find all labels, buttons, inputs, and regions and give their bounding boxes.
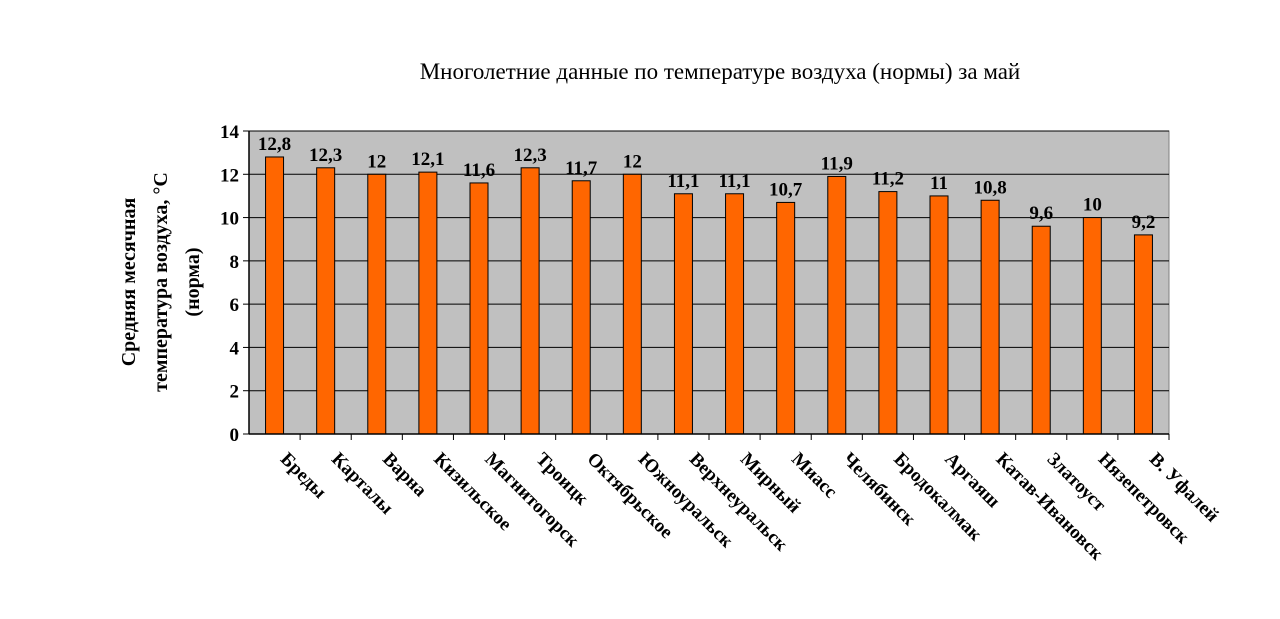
- plot-area: [248, 130, 1170, 435]
- x-tick-label: Бродокалмак: [889, 449, 986, 546]
- data-label: 11,1: [667, 171, 699, 192]
- data-label: 12: [623, 151, 642, 172]
- x-tick-labels: БредыКарталыВарнаКизильскоеМагнитогорскТ…: [276, 449, 1223, 565]
- y-tick-label: 12: [220, 165, 239, 186]
- y-axis-label-line-2: температура воздуха, °С: [150, 172, 172, 392]
- data-label: 12: [367, 151, 386, 172]
- data-label: 12,8: [258, 134, 291, 155]
- y-tick-label: 4: [230, 338, 240, 359]
- bar: [776, 201, 796, 435]
- y-tick-label: 10: [220, 209, 239, 230]
- bar: [827, 175, 847, 435]
- axes: [243, 130, 1170, 440]
- x-tick-label: Нязепетровск: [1094, 449, 1193, 548]
- y-tick-label: 0: [230, 425, 240, 446]
- data-label: 11,6: [463, 160, 495, 181]
- y-tick-label: 2: [230, 382, 240, 403]
- y-tick-label: 8: [230, 252, 240, 273]
- bar: [520, 167, 540, 435]
- y-axis-label: Средняя месячная температура воздуха, °С…: [118, 172, 204, 392]
- data-label: 10,7: [769, 179, 803, 200]
- bar: [622, 173, 642, 435]
- bar: [469, 182, 489, 435]
- bar: [316, 167, 336, 435]
- bar: [1031, 225, 1051, 435]
- bar: [571, 180, 591, 435]
- y-tick-labels: 0 2 4 6 8 10 12 14: [220, 122, 240, 446]
- data-labels: 12,8 12,3 12 12,1 11,6 12,3 11,7 12 11,1 11,1 10,7…: [258, 134, 1155, 233]
- y-tick-label: 14: [220, 122, 240, 143]
- data-label: 9,6: [1029, 203, 1053, 224]
- bar: [1133, 234, 1153, 435]
- bars: [265, 156, 1153, 435]
- data-label: 11,9: [821, 153, 853, 174]
- data-label: 12,3: [309, 145, 342, 166]
- bar: [367, 173, 387, 435]
- x-tick-label: Бреды: [276, 449, 330, 503]
- data-label: 9,2: [1132, 212, 1156, 233]
- data-label: 10,8: [973, 177, 1006, 198]
- data-label: 11,2: [872, 169, 904, 190]
- bar: [265, 156, 285, 435]
- data-label: 11,7: [565, 158, 598, 179]
- y-tick-label: 6: [230, 295, 240, 316]
- data-label: 12,1: [411, 149, 444, 170]
- y-axis-label-line-1: Средняя месячная: [118, 198, 140, 367]
- bar: [673, 193, 693, 435]
- chart-title: Многолетние данные по температуре воздух…: [420, 59, 1021, 84]
- bar: [929, 195, 949, 435]
- gridlines: [249, 130, 1169, 392]
- bar: [418, 171, 438, 435]
- data-label: 11: [930, 173, 948, 194]
- bar: [878, 191, 898, 435]
- bar: [1082, 217, 1102, 435]
- data-label: 11,1: [718, 171, 750, 192]
- data-label: 12,3: [513, 145, 546, 166]
- y-axis-label-line-3: (норма): [182, 247, 204, 316]
- bar: [725, 193, 745, 435]
- data-label: 10: [1083, 195, 1102, 216]
- bar: [980, 199, 1000, 435]
